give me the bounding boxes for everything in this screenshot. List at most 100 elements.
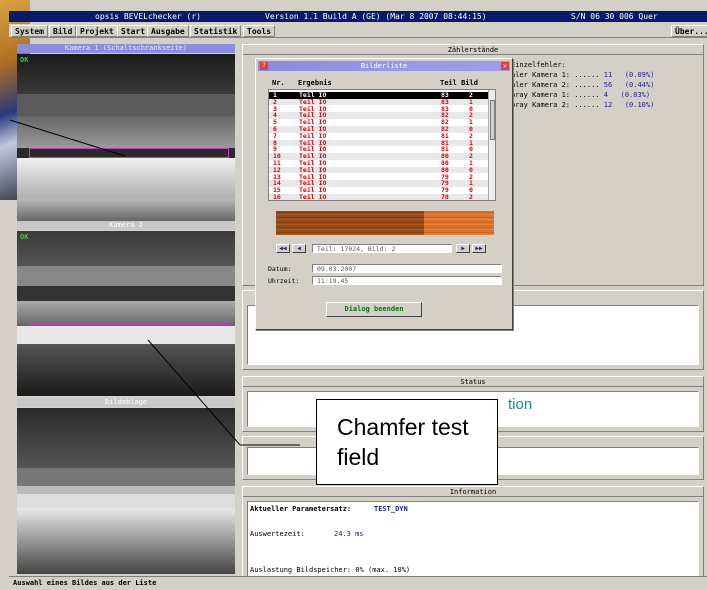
list-row[interactable]: 5 Teil IO 82 1 [269, 119, 489, 126]
row-ergebnis: Teil IO [299, 179, 327, 188]
bildablage-image[interactable] [17, 408, 235, 574]
row-teil: 78 [441, 193, 449, 201]
chamfer-callout: Chamfer test field [316, 399, 498, 485]
zaehler-header: Zählerstände [243, 45, 703, 55]
auslastung-text: Auslastung Bildspeicher: 0% (max. 10%) [250, 566, 411, 574]
menu-bar: System Bild Projekt Start Ausgabe Statis… [9, 24, 707, 38]
list-row[interactable]: 10 Teil IO 80 2 [269, 153, 489, 160]
row-teil: 83 [441, 97, 449, 106]
camera1-image[interactable]: OK [17, 54, 235, 226]
row-bild: 2 [469, 131, 473, 140]
row-teil: 79 [441, 186, 449, 195]
paramset-value: TEST_DYN [374, 505, 408, 513]
row-teil: 80 [441, 152, 449, 161]
menu-projekt[interactable]: Projekt [76, 25, 118, 37]
row-ergebnis: Teil IO [299, 91, 327, 99]
row-ergebnis: Teil IO [299, 159, 327, 167]
list-row[interactable]: 4 Teil IO 82 2 [269, 112, 489, 119]
list-row[interactable]: 7 Teil IO 81 2 [269, 133, 489, 140]
list-row[interactable]: 16 Teil IO 78 2 [269, 193, 489, 201]
app-title: opsis BEVELchecker (r) [95, 12, 201, 21]
row-bild: 0 [469, 165, 473, 174]
menu-tools[interactable]: Tools [243, 25, 276, 37]
camera1-roi [29, 148, 229, 158]
row-bild: 1 [469, 159, 473, 167]
next-icon[interactable]: ▶ [456, 244, 470, 253]
list-row[interactable]: 2 Teil IO 83 1 [269, 99, 489, 106]
zaehler-row-1: hler Kamera 1: ...... 11 (0.09%) [511, 71, 655, 79]
row-nr: 14 [273, 179, 281, 188]
menu-start[interactable]: Start [117, 25, 150, 37]
row-teil: 82 [441, 125, 449, 133]
row-nr: 8 [273, 138, 277, 147]
row-nr: 13 [273, 172, 281, 181]
row-teil: 81 [441, 138, 449, 147]
row-nr: 7 [273, 131, 277, 140]
row-ergebnis: Teil IO [299, 145, 327, 154]
menu-ausgabe[interactable]: Ausgabe [147, 25, 189, 37]
row-bild: 1 [469, 97, 473, 106]
row-teil: 82 [441, 118, 449, 127]
status-bar: Auswahl eines Bildes aus der Liste [9, 576, 707, 590]
row-ergebnis: Teil IO [299, 131, 327, 140]
first-icon[interactable]: ◀◀ [276, 244, 290, 253]
paramset-label: Aktueller Parametersatz: [250, 505, 352, 513]
camera2-roi [29, 321, 229, 325]
list-row[interactable]: 9 Teil IO 81 0 [269, 146, 489, 153]
row-bild: 2 [469, 172, 473, 181]
bildablage-header: Bildablage [17, 398, 235, 407]
row-ergebnis: Teil IO [299, 125, 327, 133]
last-icon[interactable]: ▶▶ [472, 244, 486, 253]
row-bild: 0 [469, 104, 473, 113]
row-nr: 12 [273, 165, 281, 174]
menu-statistik[interactable]: Statistik [190, 25, 242, 37]
bilderliste-dialog: ? Bilderliste ✕ Nr. Ergebnis Teil Bild 1… [255, 58, 513, 330]
row-bild: 2 [469, 111, 473, 120]
scrollbar-thumb[interactable] [490, 100, 495, 140]
information-panel: Information Aktueller Parametersatz: TES… [242, 486, 704, 584]
menu-system[interactable]: System [11, 25, 48, 37]
list-header: Nr. Ergebnis Teil Bild [268, 79, 496, 89]
version-info: Version 1.1 Build A (GE) (Mar 8 2007 08:… [265, 12, 487, 21]
list-row[interactable]: 8 Teil IO 81 1 [269, 140, 489, 147]
prev-icon[interactable]: ◀ [292, 244, 306, 253]
row-teil: 81 [441, 131, 449, 140]
list-row[interactable]: 11 Teil IO 80 1 [269, 160, 489, 167]
dialog-title: Bilderliste [360, 62, 408, 70]
row-ergebnis: Teil IO [299, 193, 327, 201]
row-nr: 16 [273, 193, 281, 201]
row-ergebnis: Teil IO [299, 138, 327, 147]
row-nr: 3 [273, 104, 277, 113]
close-icon[interactable]: ✕ [501, 62, 509, 70]
dialog-title-bar: ? Bilderliste ✕ [258, 61, 510, 71]
menu-bild[interactable]: Bild [49, 25, 77, 37]
bilder-list[interactable]: 1 Teil IO 83 2 2 Teil IO 83 1 3 Teil IO 83 0 4 Teil I… [268, 89, 496, 201]
row-nr: 5 [273, 118, 277, 127]
row-ergebnis: Teil IO [299, 97, 327, 106]
camera2-image[interactable]: OK [17, 231, 235, 396]
list-row[interactable]: 12 Teil IO 80 0 [269, 167, 489, 174]
row-teil: 79 [441, 179, 449, 188]
information-body: Aktueller Parametersatz: TEST_DYN Auswer… [247, 501, 699, 579]
row-teil: 80 [441, 165, 449, 174]
list-scrollbar[interactable] [488, 90, 495, 200]
row-nr: 1 [273, 91, 277, 99]
row-nr: 2 [273, 97, 277, 106]
datum-label: Datum: [268, 265, 292, 273]
menu-about[interactable]: Über... [671, 25, 707, 37]
einzelfehler-title: Einzelfehler: [511, 61, 566, 69]
camera1-status: OK [20, 56, 29, 64]
list-row[interactable]: 13 Teil IO 79 2 [269, 174, 489, 181]
list-row[interactable]: 14 Teil IO 79 1 [269, 180, 489, 187]
row-teil: 83 [441, 104, 449, 113]
list-row[interactable]: 6 Teil IO 82 0 [269, 126, 489, 133]
row-bild: 1 [469, 138, 473, 147]
list-row[interactable]: 15 Teil IO 79 0 [269, 187, 489, 194]
dialog-end-button[interactable]: Dialog beenden [326, 302, 422, 317]
list-row[interactable]: 3 Teil IO 83 0 [269, 106, 489, 113]
col-teil-bild: Teil Bild [440, 79, 478, 87]
row-bild: 2 [469, 91, 473, 99]
auswertezeit-value: 24.3 ms [334, 530, 364, 538]
list-row[interactable]: 1 Teil IO 83 2 [269, 92, 489, 99]
